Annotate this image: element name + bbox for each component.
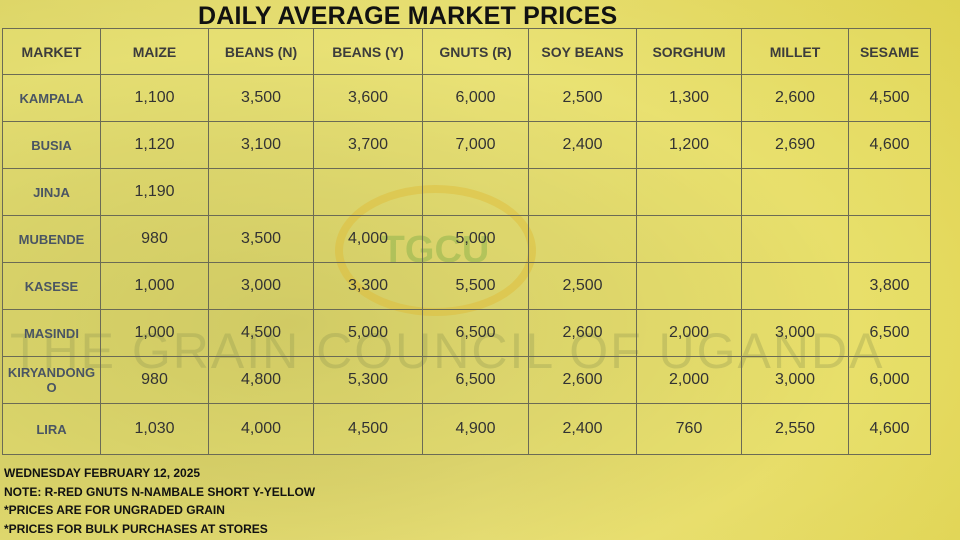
- price-cell: 3,000: [741, 356, 849, 404]
- price-cell: 5,500: [422, 262, 529, 310]
- price-cell: 3,700: [313, 121, 423, 169]
- price-cell: 1,300: [636, 74, 742, 122]
- price-cell: 4,500: [313, 403, 423, 455]
- price-cell: 3,600: [313, 74, 423, 122]
- price-cell: 2,600: [528, 309, 637, 357]
- table-row: KAMPALA 1,100 3,500 3,600 6,000 2,500 1,300 2,6…: [2, 74, 931, 122]
- market-cell: MUBENDE: [2, 215, 101, 263]
- price-cell: 2,000: [636, 309, 742, 357]
- header-cell: SESAME: [848, 28, 931, 75]
- price-cell: 3,000: [208, 262, 314, 310]
- market-cell: MASINDI: [2, 309, 101, 357]
- note-line: WEDNESDAY FEBRUARY 12, 2025: [4, 466, 201, 480]
- price-cell: 4,900: [422, 403, 529, 455]
- price-cell: 5,000: [313, 309, 423, 357]
- price-cell: [636, 215, 742, 263]
- price-cell: [636, 262, 742, 310]
- price-cell: 2,690: [741, 121, 849, 169]
- table-row: BUSIA 1,120 3,100 3,700 7,000 2,400 1,200 2,690…: [2, 121, 931, 169]
- price-cell: [636, 168, 742, 216]
- price-cell: [528, 215, 637, 263]
- table-row: LIRA 1,030 4,000 4,500 4,900 2,400 760 2,550 4,6…: [2, 403, 931, 455]
- market-cell: KASESE: [2, 262, 101, 310]
- price-cell: 1,190: [100, 168, 209, 216]
- price-cell: 3,100: [208, 121, 314, 169]
- price-cell: 2,600: [528, 356, 637, 404]
- price-cell: 3,800: [848, 262, 931, 310]
- price-cell: [528, 168, 637, 216]
- price-cell: [313, 168, 423, 216]
- price-cell: 3,500: [208, 215, 314, 263]
- title: DAILY AVERAGE MARKET PRICES: [198, 2, 618, 30]
- price-cell: 980: [100, 356, 209, 404]
- price-cell: 2,550: [741, 403, 849, 455]
- price-table: MARKET MAIZE BEANS (N) BEANS (Y) GNUTS (R) SO…: [2, 28, 931, 455]
- price-cell: 4,000: [313, 215, 423, 263]
- header-cell: BEANS (Y): [313, 28, 423, 75]
- price-cell: 6,000: [848, 356, 931, 404]
- price-cell: 2,600: [741, 74, 849, 122]
- price-cell: 6,500: [422, 356, 529, 404]
- header-cell: MILLET: [741, 28, 849, 75]
- table-row: MASINDI 1,000 4,500 5,000 6,500 2,600 2,000 3,0…: [2, 309, 931, 357]
- header-cell: MARKET: [2, 28, 101, 75]
- price-cell: [848, 168, 931, 216]
- notes: WEDNESDAY FEBRUARY 12, 2025 NOTE: R-RED G…: [4, 464, 315, 538]
- price-cell: 4,500: [208, 309, 314, 357]
- price-cell: 1,030: [100, 403, 209, 455]
- price-cell: 1,100: [100, 74, 209, 122]
- market-cell: KIRYANDONGO: [2, 356, 101, 404]
- price-cell: 3,300: [313, 262, 423, 310]
- table-row: KIRYANDONGO 980 4,800 5,300 6,500 2,600 2,000 3…: [2, 356, 931, 404]
- price-cell: 6,000: [422, 74, 529, 122]
- price-cell: 2,500: [528, 262, 637, 310]
- price-cell: [208, 168, 314, 216]
- price-cell: 1,000: [100, 262, 209, 310]
- price-cell: 760: [636, 403, 742, 455]
- price-cell: 1,200: [636, 121, 742, 169]
- price-cell: 4,000: [208, 403, 314, 455]
- price-cell: 6,500: [848, 309, 931, 357]
- market-cell: JINJA: [2, 168, 101, 216]
- header-cell: MAIZE: [100, 28, 209, 75]
- market-cell: BUSIA: [2, 121, 101, 169]
- market-cell: KAMPALA: [2, 74, 101, 122]
- price-cell: 4,600: [848, 121, 931, 169]
- price-cell: 3,000: [741, 309, 849, 357]
- price-cell: [422, 168, 529, 216]
- price-cell: 2,400: [528, 403, 637, 455]
- header-row: MARKET MAIZE BEANS (N) BEANS (Y) GNUTS (R) SO…: [2, 28, 931, 75]
- price-cell: [848, 215, 931, 263]
- price-cell: 2,500: [528, 74, 637, 122]
- price-cell: 5,000: [422, 215, 529, 263]
- price-cell: 1,120: [100, 121, 209, 169]
- note-line: *PRICES FOR BULK PURCHASES AT STORES: [4, 521, 268, 536]
- price-cell: 1,000: [100, 309, 209, 357]
- price-cell: 2,000: [636, 356, 742, 404]
- header-cell: BEANS (N): [208, 28, 314, 75]
- price-cell: 4,600: [848, 403, 931, 455]
- note-line: *PRICES ARE FOR UNGRADED GRAIN: [4, 503, 225, 517]
- price-cell: 6,500: [422, 309, 529, 357]
- price-cell: 3,500: [208, 74, 314, 122]
- price-cell: [741, 262, 849, 310]
- market-cell: LIRA: [2, 403, 101, 455]
- price-cell: 980: [100, 215, 209, 263]
- price-cell: 2,400: [528, 121, 637, 169]
- header-cell: SORGHUM: [636, 28, 742, 75]
- header-cell: SOY BEANS: [528, 28, 637, 75]
- table-body: KAMPALA 1,100 3,500 3,600 6,000 2,500 1,300 2,6…: [2, 74, 931, 455]
- price-cell: 4,800: [208, 356, 314, 404]
- table-row: MUBENDE 980 3,500 4,000 5,000: [2, 215, 931, 263]
- price-cell: 5,300: [313, 356, 423, 404]
- price-cell: [741, 168, 849, 216]
- note-line: NOTE: R-RED GNUTS N-NAMBALE SHORT Y-YELL…: [4, 484, 316, 499]
- price-cell: [741, 215, 849, 263]
- header-cell: GNUTS (R): [422, 28, 529, 75]
- table-row: JINJA 1,190: [2, 168, 931, 216]
- price-cell: 4,500: [848, 74, 931, 122]
- price-cell: 7,000: [422, 121, 529, 169]
- table-row: KASESE 1,000 3,000 3,300 5,500 2,500 3,800: [2, 262, 931, 310]
